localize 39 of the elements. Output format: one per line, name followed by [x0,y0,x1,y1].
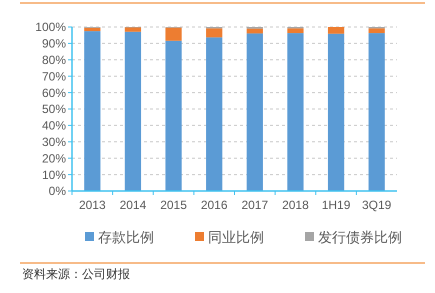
bar [328,34,344,191]
y-tick-label: 10% [42,168,66,182]
x-tick-label: 2015 [160,198,188,212]
bar [206,37,222,191]
x-tick-label: 2016 [200,198,228,212]
legend-label: 同业比例 [208,228,264,245]
y-tick-label: 40% [42,118,66,133]
x-tick-label: 3Q19 [362,198,392,212]
legend-label: 发行债券比例 [318,228,402,245]
x-tick-label: 1H19 [322,198,351,212]
y-tick-label: 20% [42,151,66,166]
bar [287,28,304,34]
bar [84,28,100,32]
y-tick-label: 0% [48,184,66,198]
x-tick-label: 2014 [120,198,147,212]
bar [124,32,142,191]
bar [124,27,142,32]
text: 资料来源：公司财报 [22,267,130,281]
y-tick-label: 70% [42,69,66,84]
x-tick-label: 2018 [282,198,310,212]
x-tick-label: 2013 [78,198,106,212]
y-tick-label: 50% [42,102,66,116]
bar [206,28,222,38]
bar [368,28,385,34]
bar [165,28,182,41]
y-tick-label: 100% [35,20,66,34]
y-tick-label: 80% [42,53,66,67]
legend-label: 存款比例 [98,228,154,245]
bar [84,31,100,191]
x-tick-label: 2017 [241,198,268,212]
bar [328,27,344,34]
bar [368,33,385,191]
bar [287,33,304,191]
bar [165,40,182,191]
y-tick-label: 90% [42,36,66,51]
bar [246,33,263,191]
y-tick-label: 60% [42,86,66,100]
bar [246,28,263,34]
y-tick-label: 30% [42,135,66,149]
